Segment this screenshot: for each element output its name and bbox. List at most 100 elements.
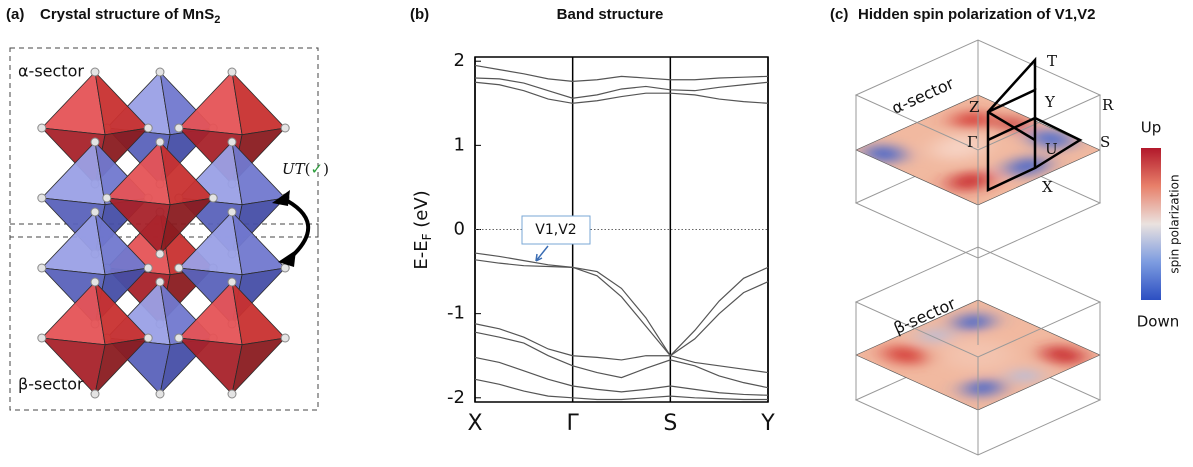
panel-a: (a) Crystal structure of MnS2 α-sector β…	[6, 6, 329, 411]
arrow-head	[278, 250, 296, 267]
atom	[155, 137, 165, 147]
heatmap-blob	[943, 339, 1013, 371]
k-label: Z	[969, 98, 979, 116]
x-tick-label: Y	[760, 411, 775, 436]
panel-title: Crystal structure of MnS2	[40, 6, 220, 26]
colorbar-bottom: Down	[1137, 313, 1180, 331]
atom	[174, 123, 184, 133]
heatmap-blob	[921, 329, 950, 342]
heatmap	[855, 299, 1101, 411]
k-label: U	[1045, 140, 1058, 158]
annotation-box	[521, 215, 591, 245]
slab-top	[854, 39, 1102, 151]
brillouin-zone	[986, 56, 1083, 192]
band	[474, 252, 769, 357]
y-label-sub: F	[420, 233, 434, 240]
atom	[102, 193, 112, 203]
y-tick-label: 2	[454, 50, 465, 71]
atom	[90, 389, 100, 399]
panel-b: (b) Band structure E-EF (eV) 2 1 0 -1 -2X Γ S Y…	[410, 6, 775, 436]
atom	[143, 333, 153, 343]
band	[474, 323, 769, 374]
op-text: (	[305, 160, 311, 178]
atom	[90, 137, 100, 147]
panel-label: (b)	[410, 6, 429, 23]
y-tick-label: 1	[454, 134, 465, 155]
annotation: V1,V2	[535, 222, 576, 238]
band	[474, 259, 769, 357]
arrow	[281, 196, 310, 260]
op-text: )	[323, 160, 329, 178]
atom	[155, 389, 165, 399]
atom	[280, 333, 290, 343]
slab-top	[854, 246, 1102, 358]
y-tick-label: -1	[447, 303, 465, 324]
y-axis-label: E-EF (eV)	[411, 190, 434, 269]
heatmap-edge	[855, 299, 1101, 411]
x-tick-label: S	[663, 411, 677, 436]
atom	[143, 263, 153, 273]
octahedron-face	[94, 337, 150, 396]
colorbar-label: spin polarization	[1168, 174, 1182, 273]
octahedra	[37, 67, 290, 399]
heatmap-blob	[1010, 369, 1039, 383]
y-label-text: (eV)	[411, 190, 432, 233]
colorbar	[1141, 148, 1161, 300]
title-text: Crystal structure of MnS	[40, 6, 214, 23]
k-label: Y	[1044, 93, 1056, 111]
atom	[90, 277, 100, 287]
panel-label: (a)	[6, 6, 24, 23]
atom	[37, 193, 47, 203]
heatmap-blob	[1006, 157, 1048, 176]
band	[474, 356, 769, 396]
heatmap-blob	[931, 134, 988, 160]
atom	[227, 137, 237, 147]
heatmap-blob	[948, 171, 991, 191]
y-tick-label: 0	[454, 219, 465, 240]
atom	[227, 207, 237, 217]
op-check: ✓	[311, 160, 324, 178]
heatmap-blob	[996, 116, 1028, 131]
heatmap-blob	[1030, 129, 1073, 149]
atom	[155, 67, 165, 77]
atom	[227, 389, 237, 399]
heatmap-blob	[964, 379, 1002, 397]
atom	[280, 123, 290, 133]
y-label-text: E-E	[411, 240, 432, 269]
band	[474, 331, 769, 389]
annotation-arrow	[535, 245, 549, 262]
colorbar-top: Up	[1141, 119, 1162, 137]
atom	[280, 263, 290, 273]
op-text: UT	[282, 160, 306, 178]
atom	[174, 333, 184, 343]
title-subscript: 2	[214, 14, 220, 26]
heatmap-blob	[1042, 345, 1085, 365]
band	[474, 77, 769, 99]
atom	[174, 263, 184, 273]
band	[474, 378, 768, 401]
k-label: T	[1047, 52, 1057, 70]
atom	[37, 333, 47, 343]
band	[474, 81, 769, 104]
atom	[208, 193, 218, 203]
heatmap-blobs	[883, 313, 1085, 397]
panel-label: (c)	[830, 6, 848, 23]
x-tick-label: Γ	[567, 411, 580, 436]
atom	[90, 67, 100, 77]
panel-c: (c) Hidden spin polarization of V1,V2 α-…	[830, 6, 1182, 456]
y-tick-label: -2	[447, 387, 465, 408]
panel-title: Hidden spin polarization of V1,V2	[858, 6, 1096, 23]
atom	[90, 207, 100, 217]
heatmap-blob	[954, 313, 992, 331]
atom	[227, 67, 237, 77]
octahedron-face	[231, 337, 287, 396]
octahedron-face	[159, 197, 215, 256]
octahedron-face	[177, 337, 243, 395]
heatmap-blob	[952, 111, 991, 129]
octahedron-face	[40, 71, 106, 136]
atom	[155, 249, 165, 259]
k-label: R	[1102, 96, 1114, 114]
atom	[37, 263, 47, 273]
atom	[143, 123, 153, 133]
